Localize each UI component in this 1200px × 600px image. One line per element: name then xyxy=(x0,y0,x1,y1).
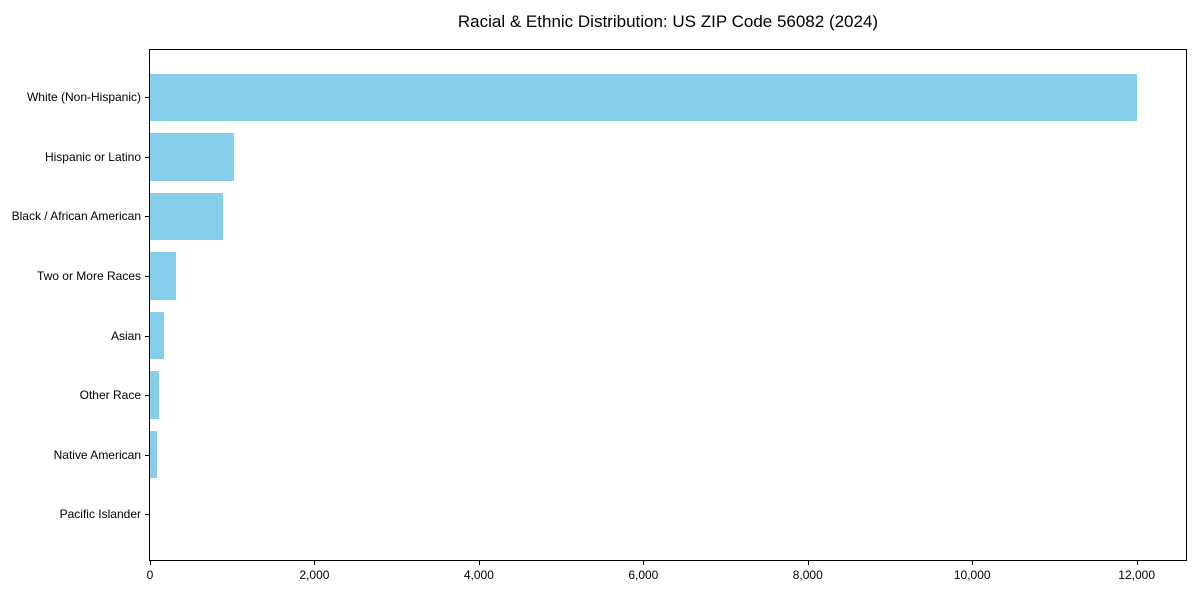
y-tick-mark xyxy=(145,395,149,397)
bar-native-american xyxy=(150,430,157,479)
chart-title: Racial & Ethnic Distribution: US ZIP Cod… xyxy=(457,12,879,31)
x-tick-label-6000: 6,000 xyxy=(628,568,659,582)
y-axis-label-white-non-hispanic: White (Non-Hispanic) xyxy=(26,90,141,105)
y-axis-label-two-or-more-races: Two or More Races xyxy=(36,269,141,283)
x-tick-label-10000: 10,000 xyxy=(953,568,991,582)
bar-other-race xyxy=(150,371,159,419)
x-tick-mark xyxy=(314,561,316,565)
y-tick-mark xyxy=(145,97,149,99)
y-axis-label-asian: Asian xyxy=(110,328,141,343)
y-axis-label-hispanic-or-latino: Hispanic or Latino xyxy=(44,149,141,164)
x-tick-mark xyxy=(1136,561,1138,565)
bar-hispanic-or-latino xyxy=(150,133,234,181)
y-tick-mark xyxy=(145,216,149,218)
x-tick-label-0: 0 xyxy=(146,568,154,582)
y-axis-label-black-african-american: Black / African American xyxy=(11,209,141,224)
x-tick-mark xyxy=(972,561,974,565)
y-tick-mark xyxy=(145,454,149,456)
plot-area xyxy=(149,49,1187,561)
y-tick-mark xyxy=(145,335,149,337)
y-axis-label-pacific-islander: Pacific Islander xyxy=(59,507,141,522)
x-tick-label-2000: 2,000 xyxy=(299,568,330,582)
x-tick-label-12000: 12,000 xyxy=(1118,568,1156,582)
x-tick-label-4000: 4,000 xyxy=(463,568,494,582)
bar-black-african-american xyxy=(150,192,224,241)
y-tick-mark xyxy=(145,514,149,516)
bar-white-non-hispanic xyxy=(150,73,1137,122)
y-axis-label-native-american: Native American xyxy=(53,447,141,462)
y-tick-mark xyxy=(145,156,149,158)
x-tick-label-8000: 8,000 xyxy=(792,568,823,582)
bar-asian xyxy=(150,311,165,360)
x-tick-mark xyxy=(807,561,809,565)
x-tick-mark xyxy=(478,561,480,565)
x-tick-mark xyxy=(643,561,645,565)
y-axis-label-other-race: Other Race xyxy=(79,388,141,403)
bar-two-or-more-races xyxy=(150,252,177,300)
y-tick-mark xyxy=(145,276,149,277)
x-tick-mark xyxy=(150,561,151,565)
